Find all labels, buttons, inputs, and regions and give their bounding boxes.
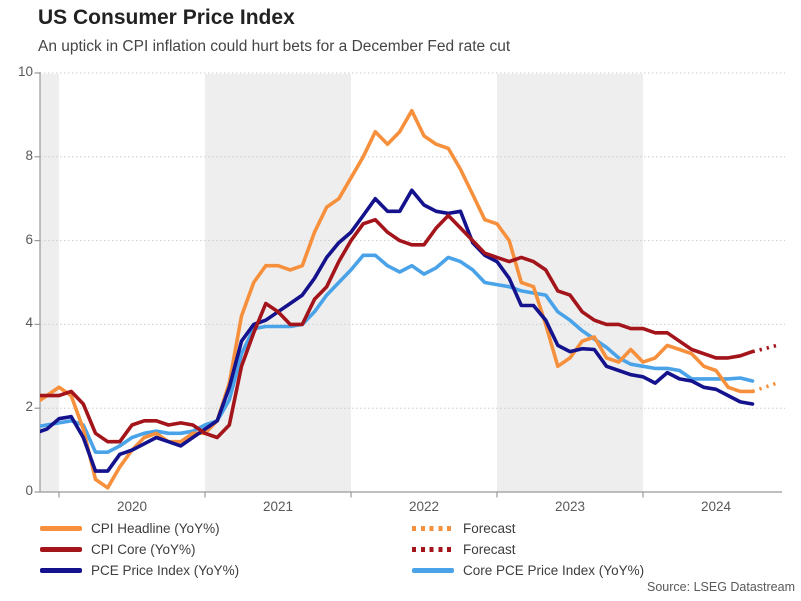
legend-label: PCE Price Index (YoY%) xyxy=(91,563,240,578)
legend-swatch-solid-cpi_headline xyxy=(40,526,82,531)
legend-swatch-solid-core_pce xyxy=(412,568,454,573)
legend-item: Forecast xyxy=(412,518,644,539)
legend-swatch-dotted-cpi_headline xyxy=(412,526,454,531)
x-axis-label: 2020 xyxy=(116,499,148,514)
series-line-core_pce xyxy=(40,253,755,455)
legend-swatch-solid-cpi_core xyxy=(40,547,82,552)
y-axis-label: 6 xyxy=(25,231,33,247)
legend-right-column: Forecast Forecast Core PCE Price Index (Yo… xyxy=(412,518,644,581)
y-axis-label: 0 xyxy=(25,483,33,498)
x-axis-label: 2024 xyxy=(700,499,732,514)
legend-item: CPI Core (YoY%) xyxy=(40,539,239,560)
forecast-line-cpi_core xyxy=(752,343,778,354)
source-credit: Source: LSEG Datastream xyxy=(647,580,795,594)
x-axis-label: 2023 xyxy=(554,499,586,514)
legend-item: CPI Headline (YoY%) xyxy=(40,518,239,539)
legend-label: CPI Core (YoY%) xyxy=(91,542,196,557)
y-axis-label: 4 xyxy=(25,315,33,331)
series-line-cpi_core xyxy=(40,213,755,444)
chart-subtitle: An uptick in CPI inflation could hurt be… xyxy=(38,38,511,55)
legend-item: Core PCE Price Index (YoY%) xyxy=(412,560,644,581)
shaded-year-band xyxy=(40,74,59,492)
y-axis-label: 2 xyxy=(25,399,33,415)
legend-item: Forecast xyxy=(412,539,644,560)
legend-swatch-dotted-cpi_core xyxy=(412,547,454,552)
legend-item: PCE Price Index (YoY%) xyxy=(40,560,239,581)
y-axis-label: 8 xyxy=(25,147,33,163)
shaded-year-band xyxy=(497,74,643,492)
x-axis-label: 2022 xyxy=(408,499,440,514)
legend-left-column: CPI Headline (YoY%) CPI Core (YoY%) PCE Pr… xyxy=(40,518,239,581)
series-line-pce xyxy=(40,188,755,473)
legend-label: Forecast xyxy=(463,521,516,536)
series-line-cpi_headline xyxy=(40,108,755,490)
forecast-line-cpi_headline xyxy=(751,381,778,394)
legend-swatch-solid-pce xyxy=(40,568,82,573)
chart-title: US Consumer Price Index xyxy=(38,6,295,29)
y-axis-label: 10 xyxy=(17,64,33,79)
legend-label: Core PCE Price Index (YoY%) xyxy=(463,563,645,578)
x-axis-label: 2021 xyxy=(262,499,294,514)
legend-label: Forecast xyxy=(463,542,516,557)
legend-label: CPI Headline (YoY%) xyxy=(91,521,220,536)
